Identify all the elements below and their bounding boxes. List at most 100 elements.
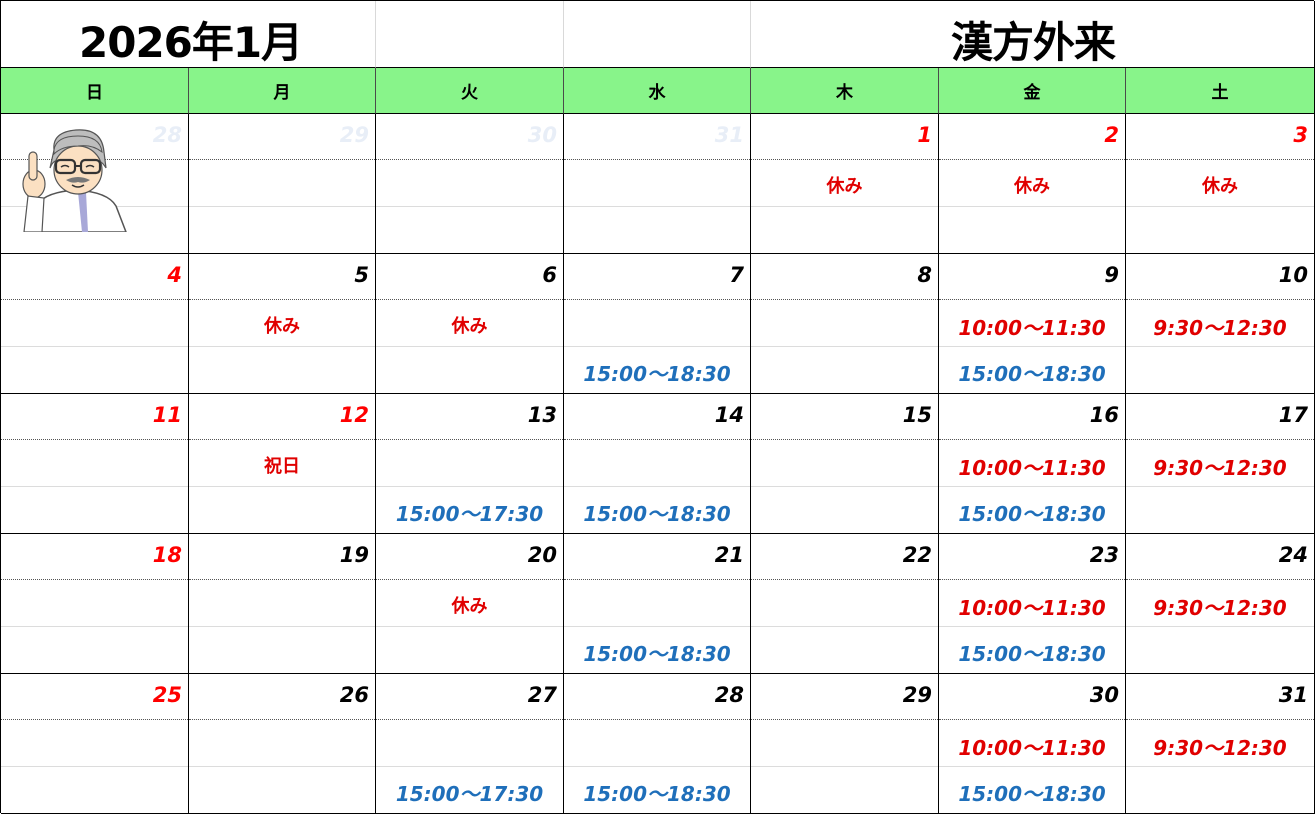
row-divider	[751, 206, 938, 207]
row-divider	[939, 579, 1125, 580]
row-divider	[376, 206, 563, 207]
title-clinic-cell: 漢方外来	[751, 1, 1315, 68]
day-cell: 23 10:00～11:30 15:00～18:30	[939, 534, 1126, 674]
row-divider	[564, 346, 750, 347]
day-number: 9	[1104, 263, 1119, 287]
row-divider	[376, 439, 563, 440]
day-number: 14	[714, 403, 744, 427]
day-cell: 14 15:00～18:30	[564, 394, 751, 534]
morning-hours: 9:30～12:30	[1153, 456, 1287, 480]
row-divider	[1, 766, 188, 767]
closed-label: 休み	[826, 176, 863, 197]
row-divider	[939, 299, 1125, 300]
day-number: 24	[1278, 543, 1308, 567]
morning-hours: 9:30～12:30	[1153, 596, 1287, 620]
row-divider	[751, 299, 938, 300]
row-divider	[1126, 626, 1314, 627]
closed-label: 休み	[451, 596, 488, 617]
day-cell: 6 休み	[376, 254, 564, 394]
row-divider	[1, 719, 188, 720]
row-divider	[1126, 579, 1314, 580]
day-cell: 21 15:00～18:30	[564, 534, 751, 674]
row-divider	[189, 719, 375, 720]
row-divider	[939, 486, 1125, 487]
row-divider	[376, 719, 563, 720]
row-divider	[751, 766, 938, 767]
row-divider	[189, 439, 375, 440]
row-divider	[1, 626, 188, 627]
day-cell: 22	[751, 534, 939, 674]
weekday-wed: 水	[564, 68, 751, 114]
row-divider	[189, 626, 375, 627]
clinic-name: 漢方外来	[951, 18, 1116, 67]
row-divider	[189, 159, 375, 160]
closed-label: 休み	[1202, 176, 1238, 197]
day-cell: 9 10:00～11:30 15:00～18:30	[939, 254, 1126, 394]
row-divider	[376, 299, 563, 300]
closed-label: 休み	[1014, 176, 1050, 197]
day-number: 3	[1293, 123, 1308, 147]
day-number: 1	[917, 123, 932, 147]
day-number: 26	[339, 683, 369, 707]
afternoon-hours: 15:00～17:30	[395, 502, 544, 526]
afternoon-hours: 15:00～18:30	[583, 642, 731, 666]
day-cell: 17 9:30～12:30	[1126, 394, 1315, 534]
row-divider	[564, 206, 750, 207]
day-number: 5	[354, 263, 369, 287]
row-divider	[564, 766, 750, 767]
day-number: 4	[167, 263, 182, 287]
day-number: 21	[714, 543, 744, 567]
row-divider	[376, 486, 563, 487]
day-number: 15	[902, 403, 932, 427]
row-divider	[189, 346, 375, 347]
row-divider	[189, 579, 375, 580]
day-cell: 18	[1, 534, 189, 674]
day-number: 28	[714, 683, 744, 707]
row-divider	[751, 439, 938, 440]
day-cell: 3 休み	[1126, 114, 1315, 254]
row-divider	[564, 579, 750, 580]
row-divider	[751, 626, 938, 627]
row-divider	[376, 766, 563, 767]
day-cell: 29	[751, 674, 939, 814]
day-cell: 13 15:00～17:30	[376, 394, 564, 534]
row-divider	[376, 346, 563, 347]
day-number: 31	[1278, 683, 1308, 707]
day-number: 29	[339, 123, 369, 147]
row-divider	[564, 626, 750, 627]
day-cell: 4	[1, 254, 189, 394]
day-number: 7	[729, 263, 744, 287]
row-divider	[1, 486, 188, 487]
row-divider	[939, 206, 1125, 207]
row-divider	[564, 299, 750, 300]
day-number: 13	[527, 403, 557, 427]
row-divider	[1126, 719, 1314, 720]
day-number: 30	[527, 123, 557, 147]
row-divider	[376, 579, 563, 580]
row-divider	[564, 486, 750, 487]
day-cell: 7 15:00～18:30	[564, 254, 751, 394]
row-divider	[1, 439, 188, 440]
row-divider	[189, 486, 375, 487]
day-cell: 11	[1, 394, 189, 534]
day-number: 27	[527, 683, 557, 707]
day-cell: 1 休み	[751, 114, 939, 254]
day-number: 16	[1089, 403, 1119, 427]
row-divider	[189, 299, 375, 300]
morning-hours: 10:00～11:30	[958, 736, 1106, 760]
title-empty-cell	[564, 1, 751, 68]
row-divider	[189, 766, 375, 767]
page-title: 2026年1月	[79, 18, 303, 67]
day-cell: 16 10:00～11:30 15:00～18:30	[939, 394, 1126, 534]
row-divider	[1, 579, 188, 580]
day-number: 28	[152, 123, 182, 147]
morning-hours: 10:00～11:30	[958, 456, 1106, 480]
day-cell: 10 9:30～12:30	[1126, 254, 1315, 394]
row-divider	[1, 299, 188, 300]
day-number: 30	[1089, 683, 1119, 707]
row-divider	[939, 346, 1125, 347]
row-divider	[751, 346, 938, 347]
row-divider	[376, 159, 563, 160]
row-divider	[1126, 486, 1314, 487]
